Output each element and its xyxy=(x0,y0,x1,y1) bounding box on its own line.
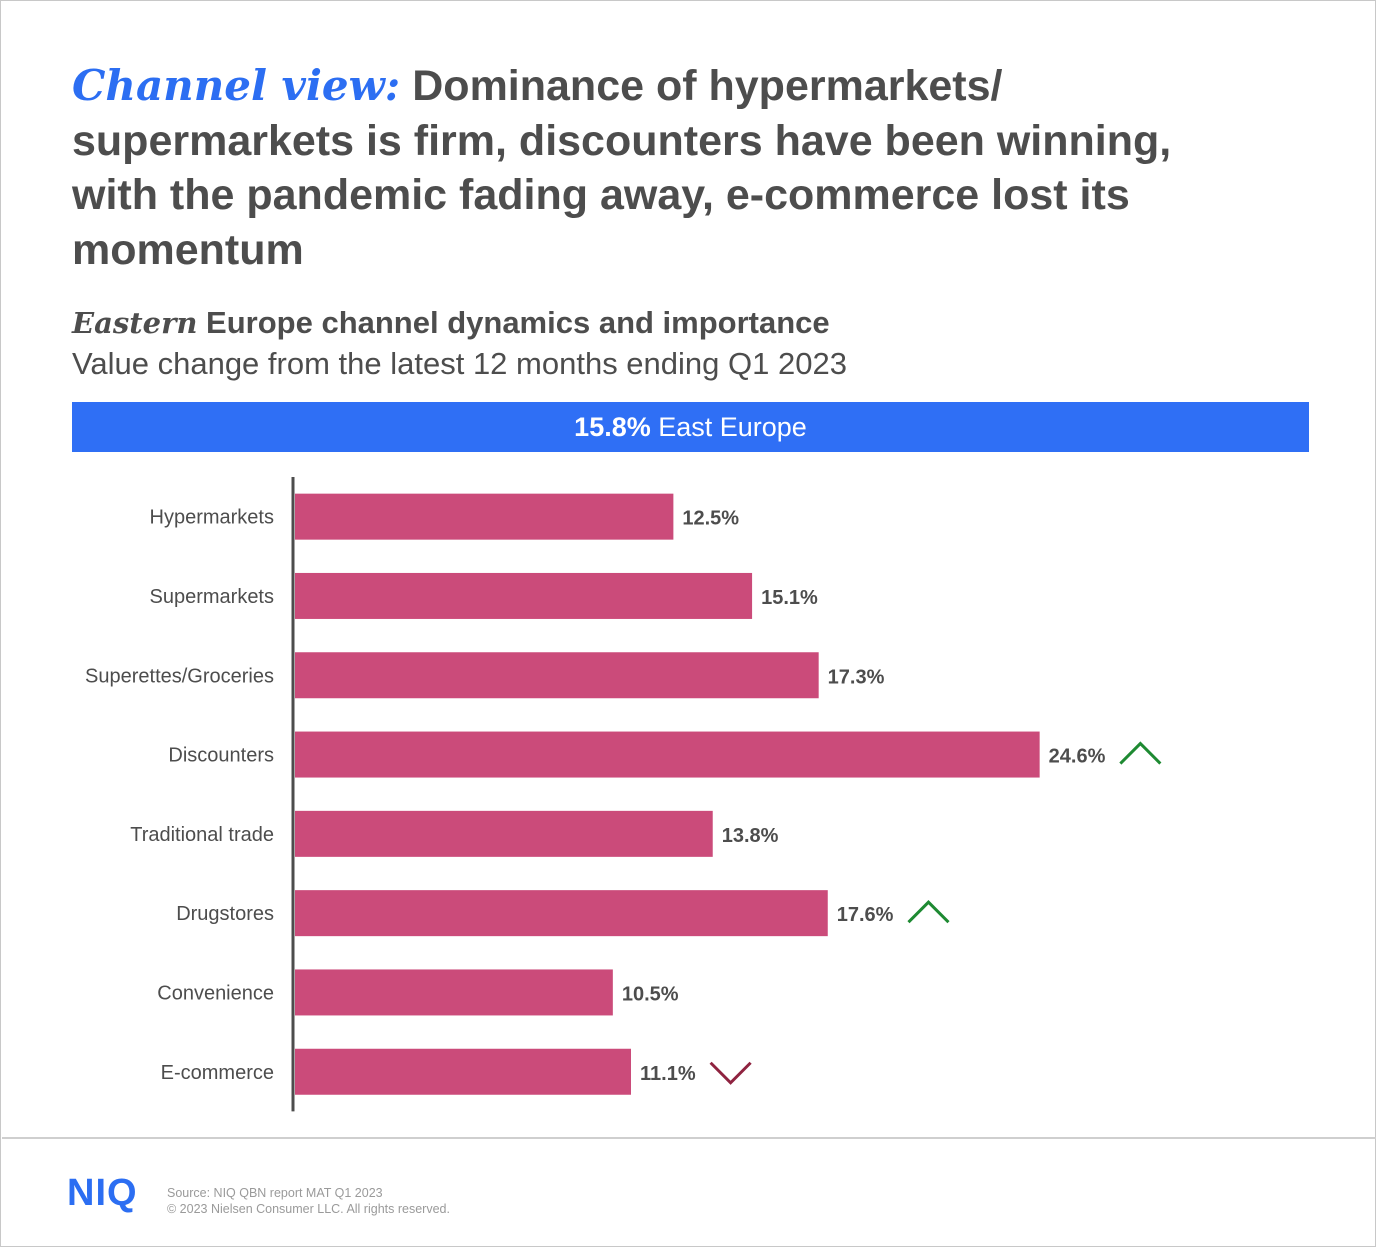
copyright-text: © 2023 Nielsen Consumer LLC. All rights … xyxy=(167,1202,450,1216)
total-label: East Europe xyxy=(650,412,807,442)
trend-down-icon xyxy=(709,1061,752,1085)
source-note: Source: NIQ QBN report MAT Q1 2023 © 202… xyxy=(167,1185,450,1217)
niq-logo: NIQ xyxy=(67,1172,138,1214)
data-label: 10.5% xyxy=(622,983,679,1005)
data-label: 12.5% xyxy=(682,508,739,530)
channel-bar-chart: Hypermarkets 12.5% Supermarkets 15.1% Supere… xyxy=(85,477,1162,1112)
category-label: Superettes/Groceries xyxy=(85,665,274,687)
chart-caption: Value change from the latest 12 months e… xyxy=(72,346,847,381)
data-label: 24.6% xyxy=(1049,746,1106,768)
data-label: 17.6% xyxy=(837,904,894,926)
bar xyxy=(295,1048,631,1095)
bar xyxy=(295,493,674,540)
data-label: 13.8% xyxy=(722,825,779,847)
bar xyxy=(295,810,713,857)
category-label: E-commerce xyxy=(161,1062,274,1084)
bar xyxy=(295,652,819,699)
data-label: 17.3% xyxy=(828,666,885,688)
bar xyxy=(295,890,828,937)
bar xyxy=(295,572,753,619)
category-label: Discounters xyxy=(168,745,274,767)
footer-divider xyxy=(2,1137,1376,1139)
title-lead: Channel view: xyxy=(72,61,401,110)
data-label: 11.1% xyxy=(640,1063,696,1085)
title-rest: Dominance of hypermarkets/ supermarkets … xyxy=(72,62,1172,274)
bar xyxy=(295,731,1040,778)
total-banner: 15.8% East Europe xyxy=(72,402,1309,452)
trend-up-icon xyxy=(1119,741,1162,765)
bar xyxy=(295,969,613,1016)
page-title: Channel view: Dominance of hypermarkets/… xyxy=(72,59,1172,277)
category-label: Convenience xyxy=(157,982,274,1004)
category-label: Hypermarkets xyxy=(150,507,274,529)
category-label: Traditional trade xyxy=(130,824,274,846)
chart-subtitle: Eastern Europe channel dynamics and impo… xyxy=(72,303,830,343)
data-label: 15.1% xyxy=(761,587,818,609)
category-label: Drugstores xyxy=(176,903,274,925)
subtitle-lead: Eastern xyxy=(72,306,198,340)
trend-up-icon xyxy=(907,900,950,924)
source-text: Source: NIQ QBN report MAT Q1 2023 xyxy=(167,1186,383,1200)
total-value: 15.8% xyxy=(574,412,651,442)
category-label: Supermarkets xyxy=(150,586,275,608)
subtitle-rest: Europe channel dynamics and importance xyxy=(197,305,830,340)
